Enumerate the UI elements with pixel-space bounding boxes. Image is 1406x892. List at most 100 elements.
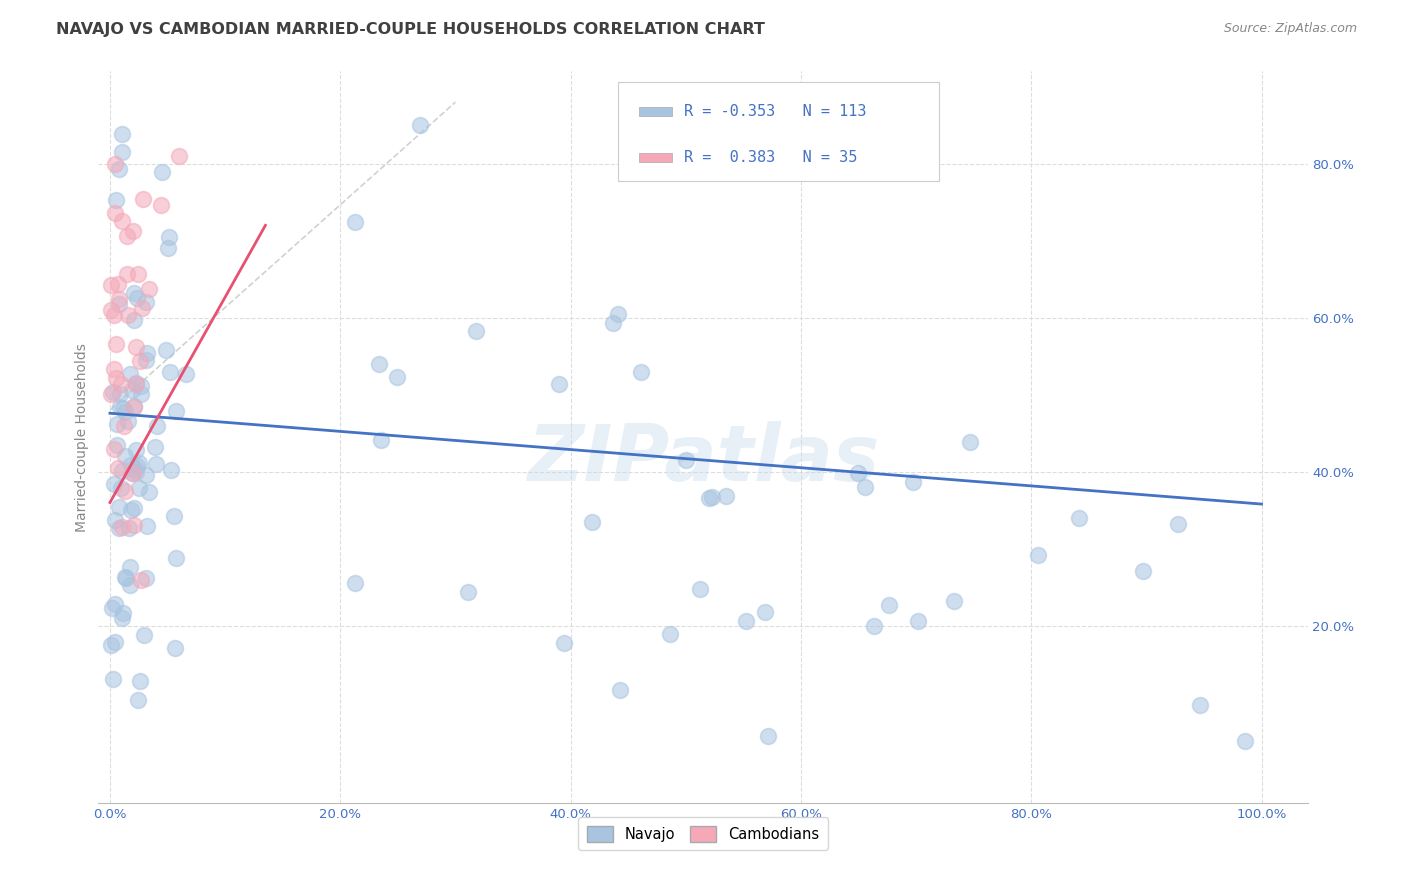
Point [107, 277, 129, 291]
Point [138, 282, 160, 296]
Point [104, 157, 127, 171]
Point [110, 214, 132, 228]
Point [135, 345, 157, 359]
Point [120, 578, 142, 592]
Point [110, 127, 132, 141]
Point [714, 489, 737, 503]
Text: NAVAJO VS CAMBODIAN MARRIED-COUPLE HOUSEHOLDS CORRELATION CHART: NAVAJO VS CAMBODIAN MARRIED-COUPLE HOUSE… [56, 22, 765, 37]
Point [111, 464, 134, 478]
Point [108, 387, 131, 401]
Point [846, 466, 869, 480]
Point [163, 641, 186, 656]
Point [111, 611, 134, 625]
Point [118, 520, 141, 534]
Point [112, 606, 135, 620]
Point [103, 309, 125, 323]
Point [104, 337, 127, 351]
Point [104, 206, 127, 220]
Point [1067, 511, 1090, 525]
Point [1188, 698, 1211, 712]
Point [111, 520, 134, 534]
Point [457, 584, 479, 599]
Point [135, 295, 157, 310]
Point [959, 434, 981, 449]
Point [118, 560, 141, 574]
Point [101, 600, 124, 615]
FancyBboxPatch shape [638, 107, 672, 116]
Point [103, 362, 125, 376]
Point [1167, 516, 1189, 531]
Point [165, 403, 187, 417]
Point [105, 193, 128, 207]
Point [735, 614, 758, 628]
Point [131, 301, 153, 315]
Point [697, 491, 720, 505]
Point [135, 571, 157, 585]
Point [159, 365, 181, 379]
Point [108, 521, 131, 535]
Point [122, 399, 145, 413]
Point [115, 267, 138, 281]
Point [121, 224, 143, 238]
Point [155, 343, 177, 357]
Point [602, 317, 624, 331]
Point [1132, 564, 1154, 578]
Point [103, 385, 125, 400]
Point [553, 636, 575, 650]
Point [105, 438, 128, 452]
Point [754, 605, 776, 619]
Point [160, 463, 183, 477]
Point [121, 466, 143, 480]
Point [385, 369, 408, 384]
Point [675, 453, 697, 467]
Point [131, 379, 153, 393]
Point [110, 377, 132, 392]
Point [100, 277, 122, 292]
Point [756, 729, 779, 743]
Point [370, 433, 392, 447]
Point [174, 368, 197, 382]
Point [117, 414, 139, 428]
Point [943, 594, 966, 608]
Point [689, 582, 711, 596]
Point [343, 215, 366, 229]
Point [103, 477, 125, 491]
Point [110, 400, 132, 414]
Point [103, 442, 125, 456]
Point [1234, 734, 1257, 748]
Point [129, 573, 152, 587]
Point [129, 387, 152, 401]
Point [879, 598, 901, 612]
Point [127, 267, 149, 281]
Point [125, 465, 148, 479]
Point [108, 500, 131, 515]
Point [853, 480, 876, 494]
Point [121, 467, 143, 481]
Point [659, 627, 682, 641]
Legend: Navajo, Cambodians: Navajo, Cambodians [578, 817, 828, 850]
Point [129, 353, 152, 368]
Point [129, 674, 152, 689]
Point [124, 340, 146, 354]
Point [907, 614, 929, 628]
Point [548, 376, 571, 391]
Point [143, 440, 166, 454]
Point [108, 293, 131, 307]
Point [581, 515, 603, 529]
Point [135, 467, 157, 482]
Point [115, 571, 138, 585]
Point [138, 485, 160, 500]
Point [114, 418, 136, 433]
Point [157, 241, 180, 255]
Point [115, 229, 138, 244]
Point [150, 198, 173, 212]
Point [700, 490, 723, 504]
Point [132, 192, 155, 206]
Point [127, 693, 149, 707]
Point [100, 387, 122, 401]
Point [104, 634, 127, 648]
Point [100, 303, 122, 318]
Point [132, 628, 155, 642]
Point [630, 365, 652, 379]
Point [464, 324, 486, 338]
